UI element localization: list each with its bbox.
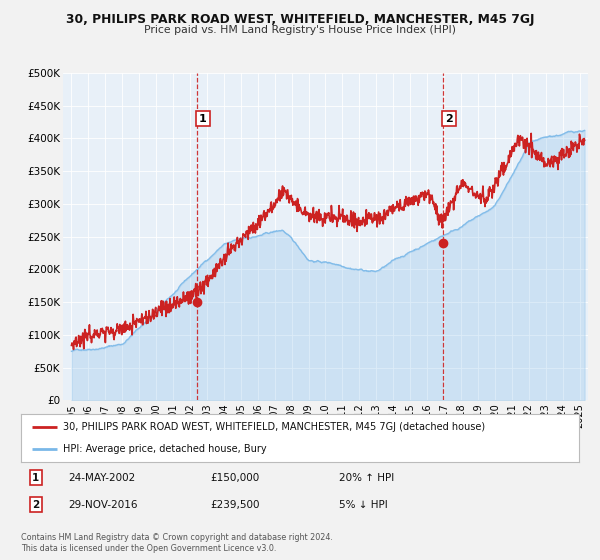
Text: 30, PHILIPS PARK ROAD WEST, WHITEFIELD, MANCHESTER, M45 7GJ: 30, PHILIPS PARK ROAD WEST, WHITEFIELD, … [66,13,534,26]
Text: Price paid vs. HM Land Registry's House Price Index (HPI): Price paid vs. HM Land Registry's House … [144,25,456,35]
Text: 1: 1 [32,473,40,483]
Text: 20% ↑ HPI: 20% ↑ HPI [339,473,394,483]
Text: 5% ↓ HPI: 5% ↓ HPI [339,500,388,510]
Text: Contains HM Land Registry data © Crown copyright and database right 2024.
This d: Contains HM Land Registry data © Crown c… [21,533,333,553]
Text: 29-NOV-2016: 29-NOV-2016 [68,500,138,510]
Text: £150,000: £150,000 [211,473,260,483]
Text: 30, PHILIPS PARK ROAD WEST, WHITEFIELD, MANCHESTER, M45 7GJ (detached house): 30, PHILIPS PARK ROAD WEST, WHITEFIELD, … [63,422,485,432]
Text: HPI: Average price, detached house, Bury: HPI: Average price, detached house, Bury [63,444,266,454]
Text: 1: 1 [199,114,207,124]
Text: 24-MAY-2002: 24-MAY-2002 [68,473,136,483]
Text: 2: 2 [32,500,40,510]
Text: 2: 2 [445,114,453,124]
Text: £239,500: £239,500 [211,500,260,510]
